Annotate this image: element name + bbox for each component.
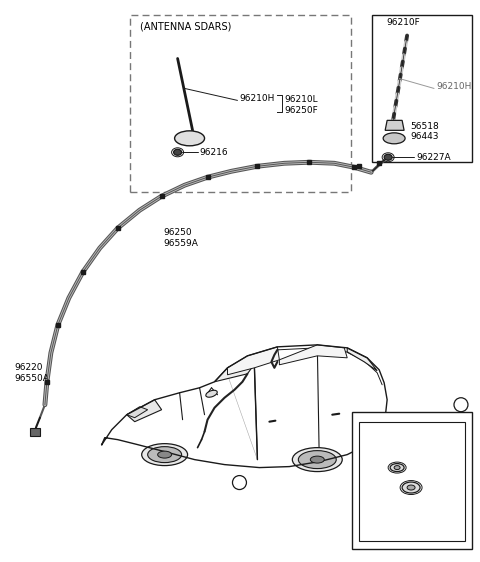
Polygon shape <box>347 348 377 371</box>
Ellipse shape <box>148 447 181 463</box>
Text: a: a <box>458 400 464 409</box>
Ellipse shape <box>299 451 336 469</box>
Text: 96210L: 96210L <box>284 95 318 104</box>
Polygon shape <box>127 407 148 418</box>
Text: 96210H: 96210H <box>240 94 275 103</box>
Text: 56518: 56518 <box>410 122 439 131</box>
Ellipse shape <box>157 451 172 458</box>
Ellipse shape <box>383 133 405 144</box>
Ellipse shape <box>384 155 392 160</box>
Text: 96227A: 96227A <box>416 153 451 162</box>
Text: 96210F: 96210F <box>386 18 420 27</box>
Text: 96250F: 96250F <box>284 106 318 115</box>
Bar <box>372 15 472 162</box>
Polygon shape <box>228 347 279 375</box>
Text: 96250: 96250 <box>164 228 192 237</box>
Text: 96443: 96443 <box>410 132 439 141</box>
Bar <box>130 15 351 192</box>
Ellipse shape <box>292 447 342 472</box>
Ellipse shape <box>142 443 188 465</box>
Text: 95520A: 95520A <box>374 425 412 434</box>
Circle shape <box>232 475 246 490</box>
Bar <box>30 428 40 436</box>
Ellipse shape <box>174 149 181 155</box>
Polygon shape <box>215 360 257 382</box>
Ellipse shape <box>390 464 404 472</box>
Ellipse shape <box>407 485 415 490</box>
Ellipse shape <box>402 482 420 493</box>
Bar <box>352 412 472 550</box>
Bar <box>359 422 465 541</box>
Polygon shape <box>279 345 347 365</box>
Text: 96216: 96216 <box>200 148 228 157</box>
Text: a: a <box>237 478 242 487</box>
Ellipse shape <box>310 456 324 463</box>
Ellipse shape <box>394 465 400 470</box>
Ellipse shape <box>206 390 217 397</box>
Text: 96210H: 96210H <box>436 82 471 91</box>
Ellipse shape <box>175 131 204 146</box>
Text: 96220: 96220 <box>14 363 42 372</box>
Polygon shape <box>127 400 162 422</box>
Circle shape <box>454 398 468 412</box>
Text: 96559A: 96559A <box>164 239 199 248</box>
Text: (ANTENNA SDARS): (ANTENNA SDARS) <box>140 21 231 31</box>
Text: 96550A: 96550A <box>14 374 49 383</box>
Polygon shape <box>385 120 404 130</box>
